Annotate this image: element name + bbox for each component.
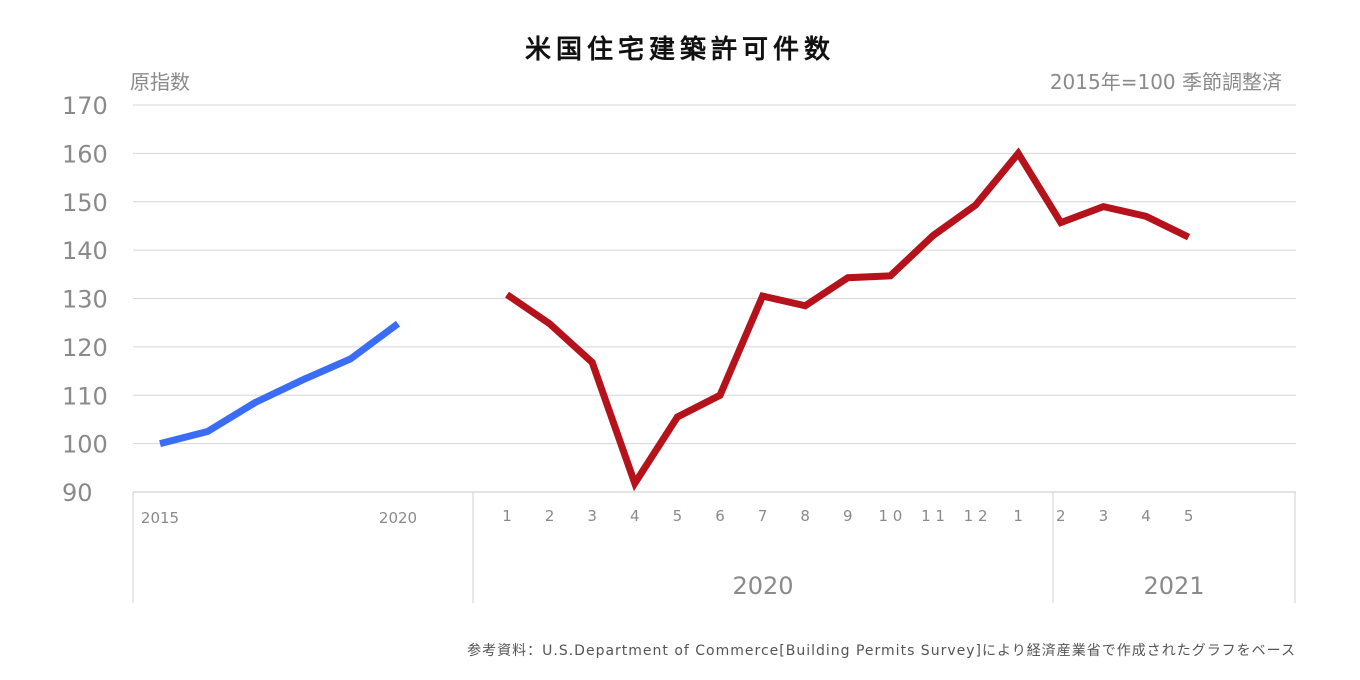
x-tick-label-month: 4 — [630, 507, 640, 525]
x-tick-labels: 2015 2020 1 2 3 4 5 6 7 8 9 1 0 1 1 1 2 2020 1 2 3 4 5 2021 — [141, 507, 1205, 600]
series-lines — [159, 147, 1191, 492]
x-tick-label-month: 1 — [1013, 507, 1023, 525]
y-tick-label: 170 — [62, 92, 108, 120]
x-tick-label-month: 9 — [843, 507, 853, 525]
x-tick-label-month: 1 2 — [964, 507, 988, 525]
y-tick-label: 140 — [62, 237, 108, 265]
x-group-year-label: 2020 — [732, 572, 793, 600]
y-tick-label: 160 — [62, 140, 108, 168]
index-note: 2015年=100 季節調整済 — [1050, 70, 1282, 94]
x-group-year-label: 2021 — [1143, 572, 1204, 600]
y-tick-label: 150 — [62, 189, 108, 217]
x-tick-label-month: 5 — [1184, 507, 1194, 525]
y-tick-labels: 90 100 110 120 130 140 150 160 170 — [62, 92, 108, 507]
gridlines — [133, 104, 1296, 445]
x-tick-label-annual: 2015 — [141, 509, 179, 527]
y-tick-label: 90 — [62, 479, 93, 507]
x-tick-label-month: 7 — [758, 507, 768, 525]
chart-title: 米国住宅建築許可件数 — [525, 34, 835, 65]
annual-series-line — [159, 320, 401, 447]
y-tick-label: 100 — [62, 431, 108, 459]
x-tick-label-month: 5 — [673, 507, 683, 525]
x-tick-label-month: 2 — [545, 507, 555, 525]
monthly-series-line — [505, 147, 1191, 492]
x-tick-label-month: 3 — [587, 507, 597, 525]
x-axis-frame — [132, 491, 1296, 603]
x-tick-label-month: 1 0 — [878, 507, 902, 525]
x-tick-label-month: 4 — [1141, 507, 1151, 525]
y-tick-label: 120 — [62, 334, 108, 362]
x-tick-label-month: 8 — [800, 507, 810, 525]
x-tick-label-month: 1 1 — [921, 507, 945, 525]
x-tick-label-month: 1 — [502, 507, 512, 525]
x-tick-label-month: 3 — [1099, 507, 1109, 525]
y-tick-label: 130 — [62, 286, 108, 314]
source-note: 参考資料：U.S.Department of Commerce[Building… — [467, 642, 1296, 659]
y-tick-label: 110 — [62, 382, 108, 410]
y-axis-label: 原指数 — [130, 70, 190, 94]
x-tick-label-month: 2 — [1056, 507, 1066, 525]
x-tick-label-annual: 2020 — [379, 509, 417, 527]
x-tick-label-month: 6 — [715, 507, 725, 525]
